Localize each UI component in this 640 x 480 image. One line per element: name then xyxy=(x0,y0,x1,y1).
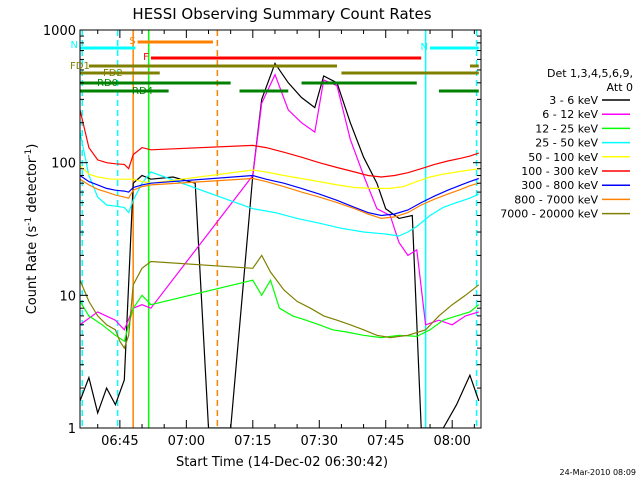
legend-label-1: 6 - 12 keV xyxy=(542,108,598,121)
legend-label-6: 300 - 800 keV xyxy=(521,179,598,192)
orbit-bar-label-4: RD0 xyxy=(97,78,118,89)
series-line-8 xyxy=(80,254,480,350)
state-bar-label-0: S xyxy=(129,36,135,47)
legend-title: Det 1,3,4,5,6,9, xyxy=(547,67,633,80)
orbit-bar-label-0: FD1 xyxy=(70,61,90,72)
series-line-5 xyxy=(80,109,479,178)
chart-title: HESSI Observing Summary Count Rates xyxy=(132,5,431,23)
legend-label-2: 12 - 25 keV xyxy=(535,122,598,135)
timestamp: 24-Mar-2010 08:09 xyxy=(560,468,637,477)
x-tick-label-1: 07:00 xyxy=(168,434,205,449)
x-tick-label-5: 08:00 xyxy=(433,434,470,449)
y-tick-label-1: 10 xyxy=(59,289,76,304)
legend-label-7: 800 - 7000 keV xyxy=(514,193,598,206)
series-line-6 xyxy=(80,174,479,217)
x-tick-label-2: 07:15 xyxy=(234,434,271,449)
x-tick-label-3: 07:30 xyxy=(301,434,338,449)
legend-label-3: 25 - 50 keV xyxy=(535,137,598,150)
series-line-4 xyxy=(80,165,479,189)
series-line-3 xyxy=(80,131,480,237)
orbit-bar-label-6: RD4 xyxy=(132,86,153,97)
legend-label-5: 100 - 300 keV xyxy=(521,165,598,178)
plot-frame xyxy=(79,29,482,429)
x-tick-label-4: 07:45 xyxy=(367,434,404,449)
series-line-1 xyxy=(80,73,479,331)
series-line-7 xyxy=(80,177,479,220)
legend-subtitle: Att 0 xyxy=(607,81,633,94)
series-line-0 xyxy=(80,62,480,428)
x-tick-label-0: 06:45 xyxy=(101,434,138,449)
x-axis-label: Start Time (14-Dec-02 06:30:42) xyxy=(176,455,388,470)
series-line-2 xyxy=(80,278,480,343)
state-bar-label-3: F xyxy=(143,52,149,63)
orbit-bar-label-2: FD2 xyxy=(103,68,123,79)
axis-ticks: 06:45 07:00 07:15 07:30 07:45 08:00 1 10 100 1000 xyxy=(43,24,481,449)
y-tick-label-3: 1000 xyxy=(43,24,76,39)
y-tick-label-2: 100 xyxy=(51,157,76,172)
state-bar-label-1: N xyxy=(71,40,78,51)
legend-label-8: 7000 - 20000 keV xyxy=(500,208,598,221)
y-axis-label: Count Rate (s-1 detector-1) xyxy=(24,144,40,315)
state-bar-label-2: N xyxy=(421,42,428,53)
y-tick-label-0: 1 xyxy=(68,422,76,437)
legend-label-4: 50 - 100 keV xyxy=(528,151,598,164)
legend-label-0: 3 - 6 keV xyxy=(549,94,598,107)
